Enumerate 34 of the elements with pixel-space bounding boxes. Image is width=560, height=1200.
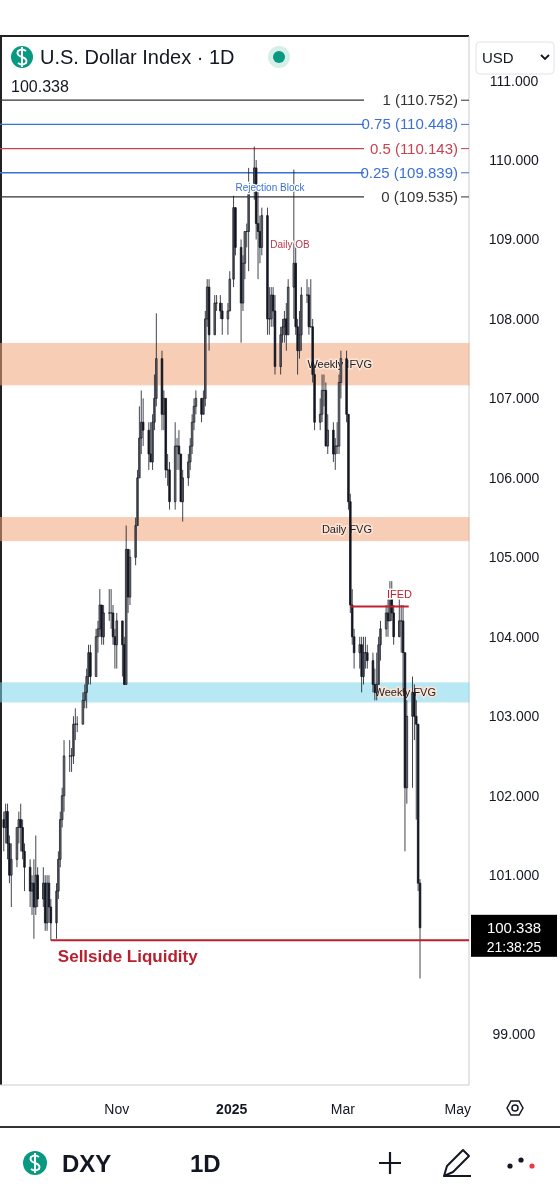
- x-tick-label: Mar: [330, 1101, 356, 1117]
- text: U.S. Dollar Index · 1D: [40, 46, 235, 68]
- ref-line-label: 0.75 (110.448): [361, 115, 458, 133]
- annotation: Daily OB: [270, 239, 311, 250]
- series-label: Sellside Liquidity: [57, 947, 199, 967]
- y-tick-label: 103.000: [488, 708, 540, 725]
- text: 1D: [190, 1150, 221, 1177]
- ref-line-label: 0.25 (109.839): [360, 163, 458, 181]
- y-tick-label: 101.000: [488, 867, 540, 884]
- x-tick-label: May: [444, 1101, 471, 1117]
- y-tick-label: 108.000: [488, 310, 540, 327]
- y-tick-label: 104.000: [488, 628, 540, 645]
- ref-line-label: 0 (109.535): [381, 187, 458, 205]
- y-tick-label: 105.000: [488, 549, 540, 566]
- x-tick-label: 2025: [216, 1101, 248, 1117]
- y-tick-label: 110.000: [489, 151, 539, 168]
- y-tick-label: 107.000: [488, 390, 540, 407]
- y-tick-label: 106.000: [488, 469, 540, 486]
- text: 100.338: [486, 918, 542, 936]
- y-tick-label: 111.000: [489, 72, 539, 89]
- text: USD: [482, 49, 514, 66]
- y-tick-label: 99.000: [492, 1026, 536, 1043]
- text: 100.338: [11, 78, 69, 95]
- ref-line-label: 1 (110.752): [382, 91, 458, 109]
- candlestick: [173, 421, 177, 511]
- candlestick: [266, 207, 269, 336]
- candlestick: [360, 636, 363, 693]
- y-tick-label: 109.000: [488, 231, 540, 248]
- y-tick-label: 102.000: [488, 787, 540, 804]
- text: DXY: [62, 1150, 112, 1177]
- x-tick-label: Nov: [104, 1101, 130, 1117]
- candlestick: [213, 294, 216, 336]
- ref-line-label: 0.5 (110.143): [369, 139, 458, 157]
- text: 21:38:25: [486, 938, 542, 955]
